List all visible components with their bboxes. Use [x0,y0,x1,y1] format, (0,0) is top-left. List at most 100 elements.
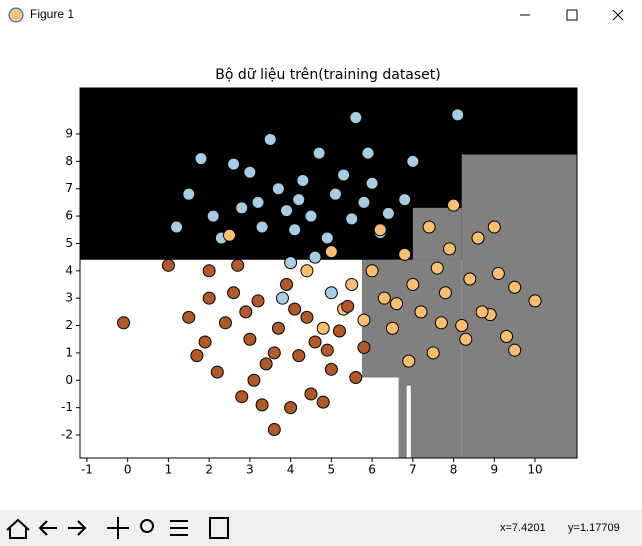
point [304,209,318,223]
point [438,286,452,300]
point [202,264,216,278]
point [500,329,514,343]
point [406,154,420,168]
point [341,299,355,313]
point [251,195,265,209]
point [455,319,469,333]
point [292,349,306,363]
point [235,201,249,215]
point [161,258,175,272]
plot: -1 0 1 2 3 4 5 6 7 8 9 10 -2 -1 0 1 2 3 4 5 6 7 8 9 [61,87,578,477]
point [300,310,314,324]
save-button[interactable] [209,517,229,539]
point [227,286,241,300]
status-x: x=7.4201 [500,522,546,534]
close-button[interactable] [612,9,624,21]
x-tick-label: 6 [368,463,376,477]
x-tick-label: 2 [205,463,213,477]
point [170,220,184,234]
window-title: Figure 1 [30,7,74,21]
x-tick-label: 9 [490,463,498,477]
point [430,261,444,275]
x-tick-label: 8 [450,463,458,477]
point [284,401,298,415]
pan-button[interactable] [107,517,129,539]
y-tick-label: 6 [65,209,73,223]
x-tick-label: 1 [165,463,173,477]
forward-button[interactable] [68,520,87,536]
point [349,111,363,125]
point [280,204,294,218]
point [284,256,298,270]
point [459,332,473,346]
point [316,395,330,409]
point [271,182,285,196]
decision-region [361,377,399,458]
decision-region [406,385,411,458]
point [304,387,318,401]
point [255,398,269,412]
y-tick-label: 7 [65,181,73,195]
point [528,294,542,308]
point [251,294,265,308]
point [357,340,371,354]
point [475,305,489,319]
point [182,310,196,324]
back-button[interactable] [38,520,57,536]
y-tick-label: 5 [65,236,73,250]
point [206,209,220,223]
point [255,220,269,234]
point [398,193,412,207]
point [422,220,436,234]
y-tick-label: 8 [65,154,73,168]
configure-button[interactable] [170,520,188,536]
point [406,277,420,291]
point [487,220,501,234]
y-tick-label: 1 [65,345,73,359]
y-tick-label: -2 [61,428,73,442]
point [312,146,326,160]
x-tick-label: 4 [287,463,295,477]
y-tick-label: 4 [65,263,73,277]
point [373,223,387,237]
point [324,362,338,376]
point [210,365,224,379]
point [381,206,395,220]
point [235,390,249,404]
point [308,250,322,264]
x-tick-label: 3 [246,463,254,477]
point [267,346,281,360]
point [218,316,232,330]
point [447,198,461,212]
point [288,223,302,237]
point [259,357,273,371]
point [243,165,257,179]
point [491,267,505,281]
y-tick-label: 3 [65,291,73,305]
home-button[interactable] [6,518,30,539]
point [320,231,334,245]
point [508,280,522,294]
point [198,335,212,349]
point [434,316,448,330]
x-tick-label: 5 [328,463,336,477]
point [324,286,338,300]
point [402,354,416,368]
zoom-button[interactable] [140,519,154,533]
point [308,335,322,349]
point [182,187,196,201]
point [357,313,371,327]
x-tick-label: 7 [409,463,417,477]
axes-frame [79,87,578,459]
x-tick-label: 10 [527,463,542,477]
y-tick-label: 9 [65,126,73,140]
title-bar [0,0,642,30]
point [377,291,391,305]
maximize-button[interactable] [566,9,578,21]
y-tick-label: 2 [65,318,73,332]
point [361,146,375,160]
point [365,264,379,278]
point [263,132,277,146]
